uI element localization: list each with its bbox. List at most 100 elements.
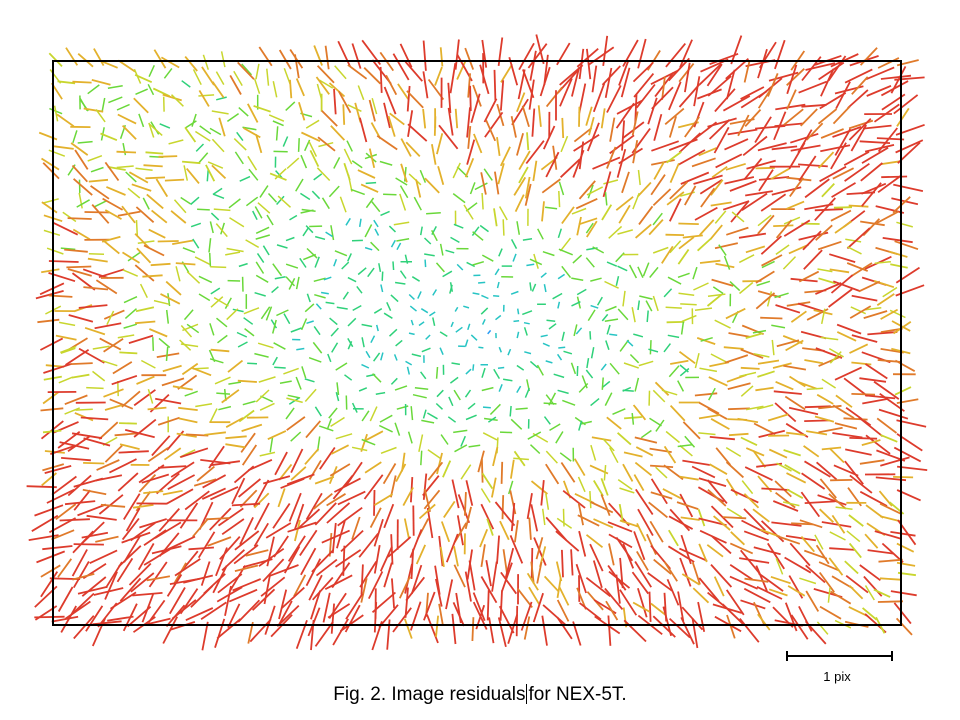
residual-vector	[541, 201, 545, 222]
residual-vector	[836, 331, 857, 342]
residual-vector	[485, 560, 492, 587]
residual-vector	[803, 549, 828, 560]
residual-vector	[311, 190, 321, 200]
residual-vector	[442, 270, 453, 278]
residual-vector	[680, 171, 710, 185]
residual-vector	[288, 397, 300, 405]
residual-vector	[238, 107, 249, 117]
residual-vector	[427, 461, 444, 481]
residual-vector	[516, 132, 524, 156]
residual-vector	[102, 197, 124, 211]
residual-vector	[616, 99, 643, 115]
residual-vector	[739, 371, 757, 378]
residual-vector	[236, 131, 244, 142]
residual-vector	[576, 288, 587, 296]
residual-vector	[100, 503, 126, 508]
residual-vector	[200, 561, 211, 586]
residual-vector	[422, 40, 427, 71]
residual-vector	[710, 563, 733, 588]
residual-vector	[456, 263, 464, 271]
residual-vector	[560, 462, 576, 483]
residual-vector	[151, 209, 168, 224]
residual-vector	[829, 447, 845, 464]
residual-vector	[804, 419, 830, 422]
residual-vector	[540, 272, 547, 278]
residual-vector	[679, 475, 699, 481]
residual-vector	[388, 328, 398, 337]
residual-vector	[752, 329, 767, 334]
residual-vector	[746, 159, 776, 170]
residual-vector	[390, 377, 398, 385]
residual-vector	[266, 536, 275, 567]
residual-vector	[481, 39, 488, 68]
residual-vector	[483, 168, 493, 181]
residual-vector	[258, 376, 276, 383]
residual-vector	[830, 209, 852, 222]
residual-vector	[604, 67, 613, 98]
residual-vector	[881, 175, 908, 179]
residual-vector	[469, 85, 472, 112]
residual-vector	[419, 371, 427, 380]
residual-vector	[316, 167, 331, 182]
residual-vector	[579, 602, 602, 621]
residual-vector	[329, 317, 338, 326]
residual-vector	[573, 324, 578, 337]
residual-vector	[739, 281, 754, 295]
residual-vector	[239, 175, 251, 182]
residual-vector	[165, 346, 169, 361]
residual-vector	[745, 405, 764, 411]
residual-vector	[496, 136, 501, 157]
residual-vector	[245, 549, 269, 557]
residual-vector	[397, 83, 409, 100]
residual-vector	[364, 246, 373, 251]
residual-vector	[668, 116, 677, 138]
residual-vector	[123, 323, 138, 329]
residual-vector	[286, 473, 315, 486]
residual-vector	[678, 149, 706, 166]
residual-vector	[820, 68, 835, 97]
residual-vector	[282, 136, 289, 147]
residual-vector	[237, 379, 257, 383]
residual-vector	[608, 570, 631, 589]
residual-vector	[668, 57, 690, 82]
residual-vector	[480, 544, 486, 568]
residual-vector	[209, 221, 214, 234]
residual-vector	[829, 268, 850, 274]
residual-vector	[196, 465, 215, 482]
residual-vector	[500, 461, 504, 484]
residual-vector	[43, 229, 61, 237]
residual-vector	[70, 142, 89, 156]
residual-vector	[771, 324, 786, 329]
residual-vector	[135, 320, 156, 325]
residual-vector	[586, 357, 590, 369]
residual-vector	[64, 394, 88, 406]
residual-vector	[208, 238, 212, 253]
residual-vector	[785, 339, 804, 352]
residual-vector	[709, 224, 723, 241]
residual-vector	[507, 348, 512, 356]
residual-vector	[711, 535, 732, 555]
residual-vector	[694, 353, 700, 369]
residual-vector	[800, 536, 815, 553]
residual-vector	[464, 492, 467, 516]
residual-vector	[653, 113, 663, 141]
residual-vector	[302, 226, 310, 237]
residual-vector	[814, 534, 824, 550]
residual-vector	[606, 146, 617, 169]
residual-vector	[78, 192, 83, 209]
residual-vector	[310, 590, 322, 620]
residual-vector	[452, 162, 461, 179]
residual-vector	[55, 503, 77, 521]
residual-vector	[798, 163, 828, 168]
residual-vector	[59, 518, 90, 522]
residual-vector	[202, 54, 210, 70]
residual-vector	[557, 389, 569, 395]
residual-vector	[91, 204, 110, 224]
residual-vector	[600, 108, 606, 129]
residual-vector	[513, 457, 529, 461]
residual-vector	[650, 464, 674, 468]
residual-vector	[861, 146, 889, 164]
residual-vector	[319, 79, 334, 89]
residual-vector	[587, 184, 594, 199]
residual-vector	[160, 56, 180, 69]
